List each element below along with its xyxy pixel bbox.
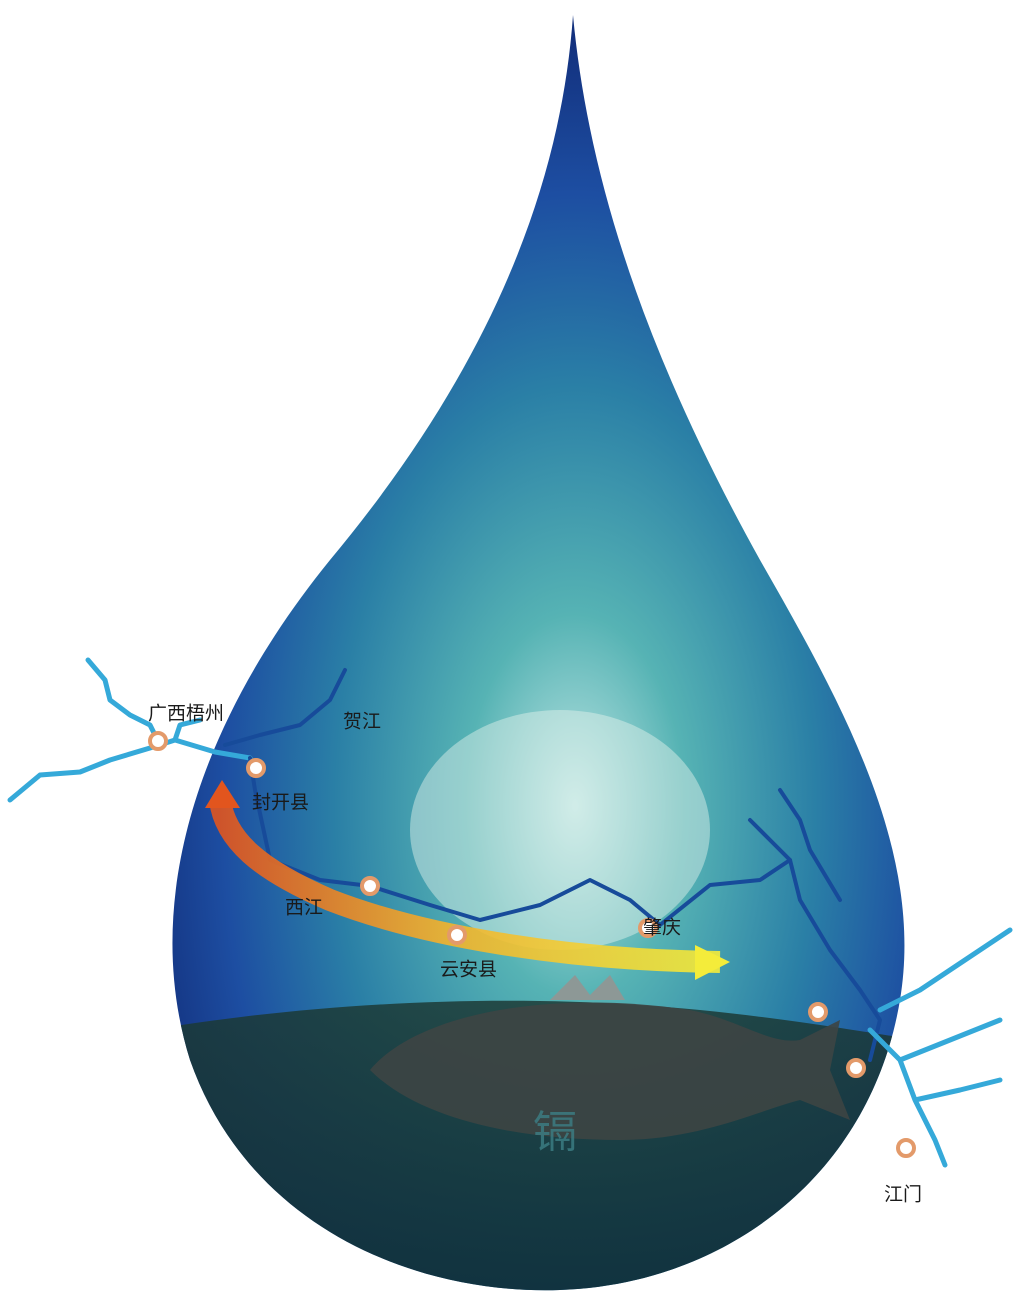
river-label: 西江 [285, 897, 323, 919]
water-drop [172, 15, 905, 1291]
city-marker [246, 758, 266, 778]
city-marker [360, 876, 380, 896]
xijiang-upper [7, 737, 253, 803]
place-label: 云安县 [440, 959, 497, 981]
fish-text: 镉 [533, 1107, 577, 1158]
arrow-head [205, 780, 240, 808]
place-label: 肇庆 [643, 917, 681, 939]
city-marker [148, 731, 168, 751]
tributary [85, 657, 161, 744]
hejiang [223, 668, 347, 747]
rivers [7, 657, 1013, 1168]
place-label: 广西梧州 [148, 703, 224, 725]
tributary [748, 788, 842, 902]
river-label: 贺江 [343, 711, 381, 733]
highlight [410, 710, 710, 950]
city-marker [638, 918, 658, 938]
tributary [172, 717, 203, 743]
place-label: 封开县 [252, 792, 309, 814]
place-label: 江门 [884, 1184, 922, 1206]
city-marker [808, 1002, 828, 1022]
city-marker [896, 1138, 916, 1158]
markers [148, 731, 916, 1158]
labels: 广西梧州 封开县 云安县 肇庆 江门 贺江 西江 [148, 703, 922, 1206]
drop-interior: 镉 [172, 710, 905, 1291]
city-marker [846, 1058, 866, 1078]
city-marker [447, 925, 467, 945]
flow-arrow [209, 798, 721, 973]
arrow-head [695, 945, 730, 980]
fish [370, 1002, 850, 1140]
xijiang [248, 756, 882, 1062]
delta [867, 927, 1013, 1168]
fish-fin [550, 975, 625, 1000]
